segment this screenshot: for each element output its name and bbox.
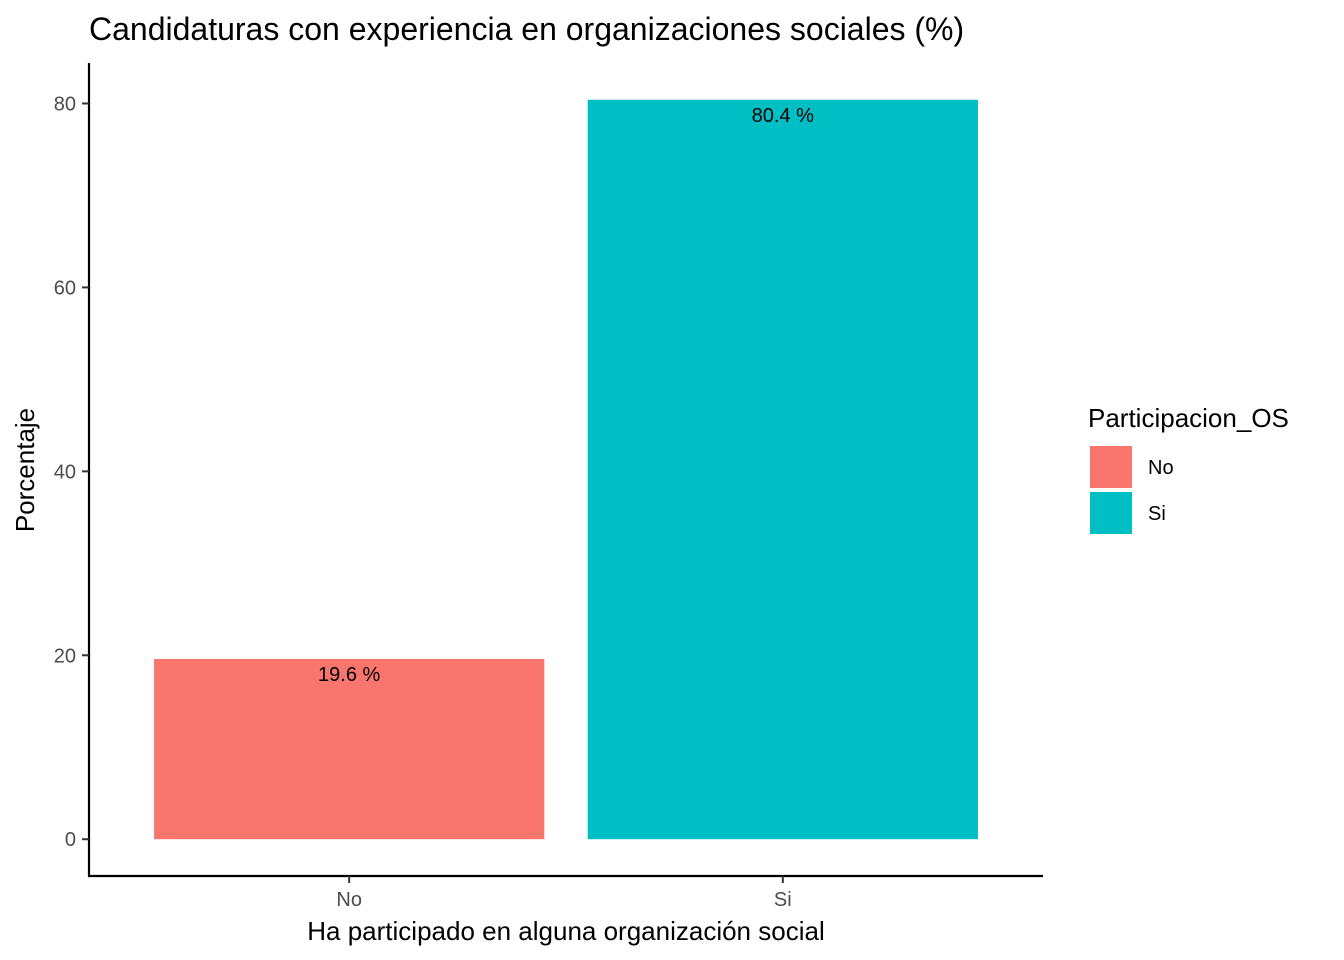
bars-layer <box>154 99 978 840</box>
y-tick-label: 80 <box>54 93 76 115</box>
legend-label-no: No <box>1148 457 1174 479</box>
legend-title: Participacion_OS <box>1088 403 1289 433</box>
bar-no <box>154 658 545 840</box>
y-ticks-layer: 0 20 40 60 80 <box>54 93 89 851</box>
x-tick-label: No <box>336 889 362 911</box>
y-tick-label: 60 <box>54 277 76 299</box>
y-tick-label: 40 <box>54 461 76 483</box>
legend-swatch-no <box>1090 446 1132 488</box>
bar-si <box>587 99 978 840</box>
data-labels-layer: 19.6 % 80.4 % <box>318 105 814 686</box>
legend-swatch-si <box>1090 492 1132 534</box>
chart-title: Candidaturas con experiencia en organiza… <box>89 11 964 47</box>
y-tick-label: 0 <box>65 829 76 851</box>
legend-items: No Si <box>1090 446 1174 534</box>
legend: Participacion_OS No Si <box>1088 403 1289 534</box>
x-tick-label: Si <box>774 889 792 911</box>
data-label-no: 19.6 % <box>318 664 380 686</box>
legend-label-si: Si <box>1148 503 1166 525</box>
x-ticks-layer: No Si <box>336 876 792 911</box>
data-label-si: 80.4 % <box>752 105 814 127</box>
x-axis-title: Ha participado en alguna organización so… <box>307 916 824 946</box>
y-tick-label: 20 <box>54 645 76 667</box>
y-axis-title: Porcentaje <box>10 408 40 532</box>
